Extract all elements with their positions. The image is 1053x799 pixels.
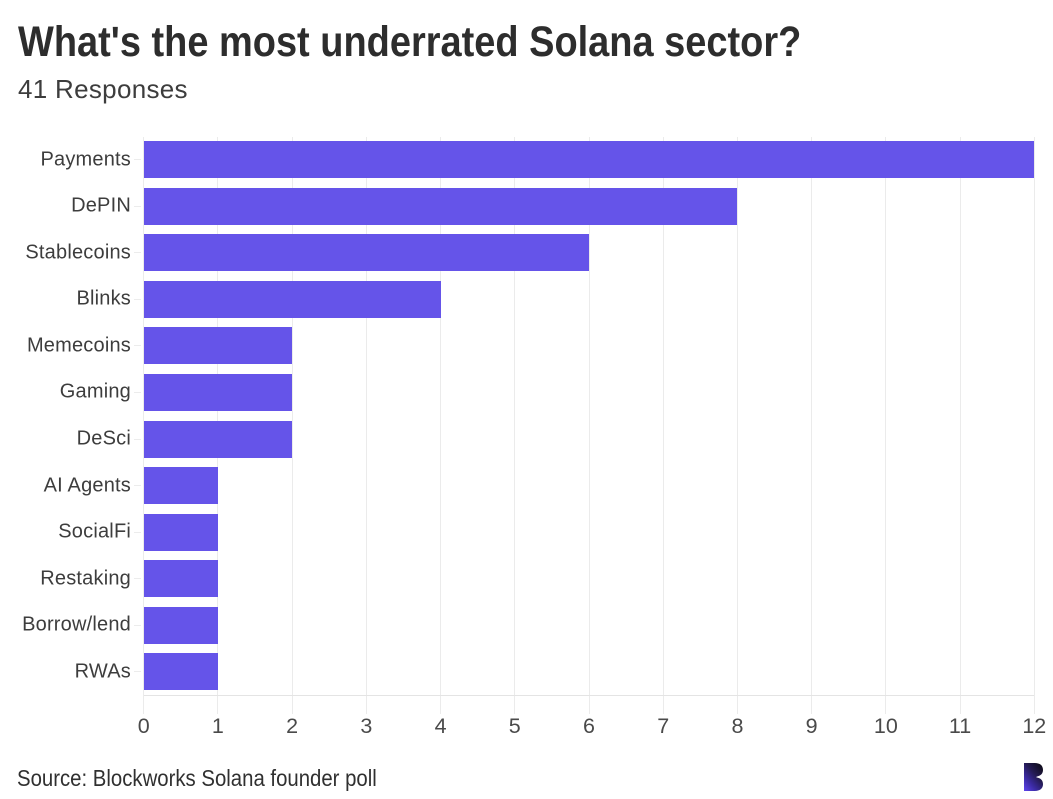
x-tick-label: 0 — [137, 714, 150, 738]
chart-subtitle: 41 Responses — [18, 74, 188, 104]
y-tick — [133, 671, 141, 673]
chart-title: What's the most underrated Solana sector… — [18, 18, 802, 66]
bar-blinks — [143, 280, 441, 318]
x-tick-label: 4 — [434, 714, 447, 738]
x-gridline — [1033, 136, 1035, 714]
x-tick-label: 11 — [948, 714, 972, 738]
y-tick — [133, 391, 141, 393]
category-label: Restaking — [40, 567, 131, 590]
category-label: RWAs — [74, 660, 131, 683]
y-tick — [133, 438, 141, 440]
bar-stablecoins — [143, 234, 589, 272]
x-gridline — [588, 136, 590, 714]
category-label: Gaming — [59, 380, 131, 403]
y-tick — [133, 252, 141, 254]
category-label: DePIN — [71, 194, 131, 217]
category-label: Blinks — [76, 287, 131, 310]
y-tick — [133, 205, 141, 207]
x-tick-label: 7 — [657, 714, 670, 738]
category-label: AI Agents — [43, 474, 131, 497]
source-caption: Source: Blockworks Solana founder poll — [17, 765, 377, 791]
bar-depin — [143, 187, 738, 225]
x-tick-label: 2 — [286, 714, 299, 738]
x-tick-label: 6 — [583, 714, 595, 738]
x-tick-label: 9 — [805, 714, 818, 738]
x-tick-label: 1 — [211, 714, 224, 738]
y-tick — [133, 345, 141, 347]
x-tick-label: 12 — [1022, 714, 1047, 738]
bar-rwas — [143, 653, 218, 691]
bar-desci — [143, 420, 293, 458]
y-tick — [133, 578, 141, 580]
x-axis-line — [143, 694, 1035, 696]
x-gridline — [811, 136, 813, 714]
blockworks-logo-icon — [1024, 763, 1043, 791]
bar-socialfi — [143, 513, 218, 551]
category-label: Stablecoins — [25, 241, 131, 264]
x-gridline — [959, 136, 961, 714]
y-tick — [133, 531, 141, 533]
x-gridline — [440, 136, 442, 714]
x-gridline — [736, 136, 738, 714]
category-label: DeSci — [76, 427, 131, 450]
bar-payments — [143, 141, 1035, 179]
y-tick — [133, 159, 141, 161]
category-label: SocialFi — [58, 520, 131, 543]
x-tick-label: 3 — [360, 714, 373, 738]
category-label: Memecoins — [26, 334, 131, 357]
y-tick — [133, 485, 141, 487]
x-tick-label: 8 — [731, 714, 744, 738]
x-gridline — [291, 136, 293, 714]
x-gridline — [662, 136, 664, 714]
category-label: Borrow/lend — [22, 613, 131, 636]
x-tick-label: 10 — [873, 714, 898, 738]
x-gridline — [885, 136, 887, 714]
y-tick — [133, 298, 141, 300]
bar-borrow-lend — [143, 606, 218, 644]
x-gridline — [514, 136, 516, 714]
bar-memecoins — [143, 327, 293, 365]
x-gridline — [365, 136, 367, 714]
y-tick — [133, 624, 141, 626]
bar-gaming — [143, 373, 293, 411]
bar-restaking — [143, 560, 218, 598]
x-tick-label: 5 — [508, 714, 521, 738]
category-label: Payments — [40, 148, 131, 171]
bar-ai-agents — [143, 467, 218, 505]
